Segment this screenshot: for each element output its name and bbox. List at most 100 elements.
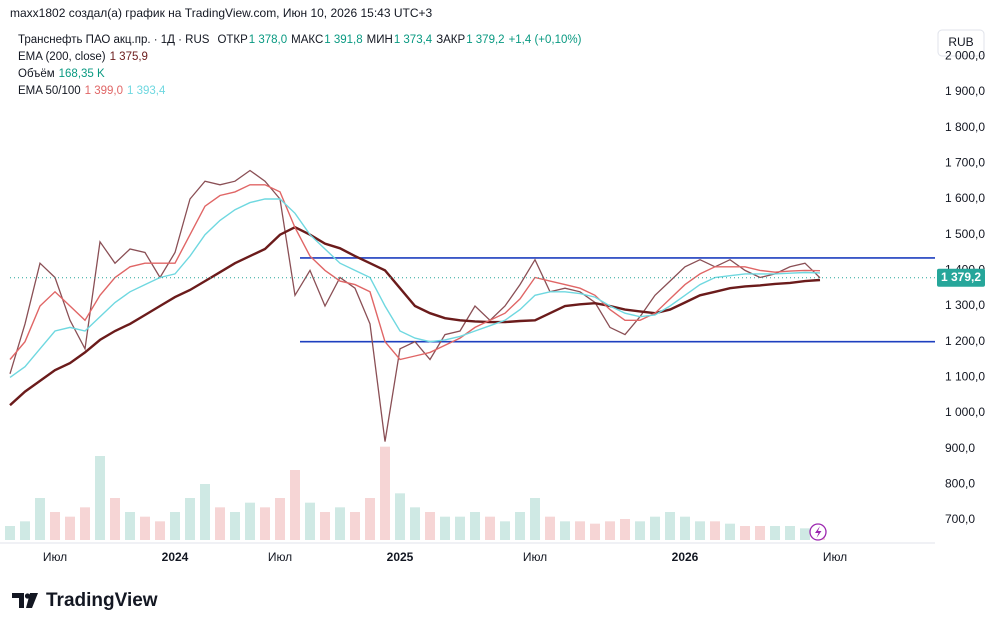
- volume-bar: [395, 493, 405, 540]
- volume-bar: [35, 498, 45, 540]
- volume-bar: [140, 516, 150, 540]
- volume-bar: [335, 507, 345, 540]
- x-tick-label: Июл: [268, 550, 292, 564]
- x-tick-label: 2024: [162, 550, 189, 564]
- last-price-label: 1 379,2: [941, 270, 981, 284]
- volume-bar: [215, 507, 225, 540]
- volume-bar: [320, 512, 330, 540]
- x-tick-label: Июл: [823, 550, 847, 564]
- volume-bar: [740, 526, 750, 540]
- ohlc-value: 1 391,8: [324, 34, 363, 46]
- ema-line: [9, 198, 821, 378]
- volume-bar: [170, 512, 180, 540]
- volume-bar: [650, 516, 660, 540]
- x-tick-label: Июл: [43, 550, 67, 564]
- ema-line: [9, 184, 821, 361]
- volume-bar: [245, 502, 255, 540]
- symbol-title: Транснефть ПАО акц.пр. · 1Д · RUS: [18, 34, 210, 46]
- volume-bar: [125, 512, 135, 540]
- volume-bar: [800, 528, 810, 540]
- volume-bar: [680, 516, 690, 540]
- x-tick-label: 2025: [387, 550, 414, 564]
- y-tick-label: 1 700,0: [945, 156, 985, 170]
- lightning-icon[interactable]: [809, 523, 827, 541]
- volume-bar: [80, 507, 90, 540]
- volume-bar: [290, 470, 300, 540]
- y-tick-label: 1 500,0: [945, 227, 985, 241]
- brand-logo[interactable]: [12, 593, 38, 608]
- y-tick-label: 700,0: [945, 512, 975, 526]
- volume-bar: [590, 523, 600, 540]
- brand-text: TradingView: [46, 590, 158, 611]
- volume-bar: [695, 521, 705, 540]
- y-tick-label: 2 000,0: [945, 49, 985, 63]
- volume-bar: [575, 521, 585, 540]
- volume-bar: [425, 512, 435, 540]
- y-tick-label: 1 800,0: [945, 120, 985, 134]
- currency-button[interactable]: RUB: [937, 29, 985, 57]
- x-tick-label: 2026: [672, 550, 699, 564]
- volume-bar: [755, 526, 765, 540]
- volume-bar: [185, 498, 195, 540]
- volume-bar: [785, 526, 795, 540]
- y-tick-label: 1 000,0: [945, 405, 985, 419]
- volume-bar: [275, 498, 285, 540]
- legend-row: Транснефть ПАО акц.пр. · 1Д · RUS ОТКР1 3…: [18, 32, 585, 49]
- ohlc-name: ЗАКР: [436, 34, 466, 46]
- x-tick-label: Июл: [523, 550, 547, 564]
- volume-bar: [455, 516, 465, 540]
- volume-bar: [470, 512, 480, 540]
- volume-bar: [200, 484, 210, 540]
- y-tick-label: 1 100,0: [945, 370, 985, 384]
- volume-bar: [605, 521, 615, 540]
- volume-bar: [110, 498, 120, 540]
- volume-bar: [710, 521, 720, 540]
- indicator-name: EMA 50/100: [18, 85, 81, 97]
- volume-name: Объём: [18, 68, 55, 80]
- volume-bar: [95, 456, 105, 540]
- volume-bar: [545, 516, 555, 540]
- volume-bar: [500, 521, 510, 540]
- volume-bar: [65, 516, 75, 540]
- volume-bar: [560, 521, 570, 540]
- volume-bar: [5, 526, 15, 540]
- volume-bar: [440, 516, 450, 540]
- legend: Транснефть ПАО акц.пр. · 1Д · RUS ОТКР1 3…: [18, 32, 585, 100]
- last-price-tag: [937, 268, 985, 287]
- y-tick-label: 900,0: [945, 441, 975, 455]
- ohlc-value: 1 378,0: [248, 34, 288, 46]
- volume-bar: [410, 507, 420, 540]
- volume-bar: [530, 498, 540, 540]
- volume-bar: [770, 526, 780, 540]
- legend-row: Объём 168,35 K: [18, 66, 585, 83]
- indicator-value: 1 399,0: [84, 85, 124, 97]
- y-tick-label: 1 900,0: [945, 84, 985, 98]
- y-tick-label: 1 200,0: [945, 334, 985, 348]
- volume-bar: [365, 498, 375, 540]
- volume-value: 168,35 K: [58, 68, 105, 80]
- volume-bar: [485, 516, 495, 540]
- volume-bar: [155, 521, 165, 540]
- volume-bar: [635, 521, 645, 540]
- volume-bar: [725, 523, 735, 540]
- volume-bar: [230, 512, 240, 540]
- legend-row: EMA (200, close) 1 375,9: [18, 49, 585, 66]
- change-value: +1,4 (+0,10%): [508, 34, 582, 46]
- y-tick-label: 1 600,0: [945, 191, 985, 205]
- volume-bar: [305, 502, 315, 540]
- credit: maxx1802 создал(а) график на TradingView…: [10, 6, 433, 20]
- indicator-name: EMA (200, close): [18, 51, 106, 63]
- volume-bar: [620, 519, 630, 540]
- volume-bar: [380, 446, 390, 540]
- currency-label: RUB: [948, 35, 973, 49]
- volume-bar: [260, 507, 270, 540]
- ohlc-name: МАКС: [291, 34, 324, 46]
- ohlc-name: МИН: [366, 34, 393, 46]
- ema-line: [9, 225, 821, 407]
- legend-row: EMA 50/100 1 399,0 1 393,4: [18, 83, 585, 100]
- ohlc-value: 1 373,4: [393, 34, 433, 46]
- volume-bar: [20, 521, 30, 540]
- ohlc-value: 1 379,2: [466, 34, 505, 46]
- price-line: [9, 169, 821, 442]
